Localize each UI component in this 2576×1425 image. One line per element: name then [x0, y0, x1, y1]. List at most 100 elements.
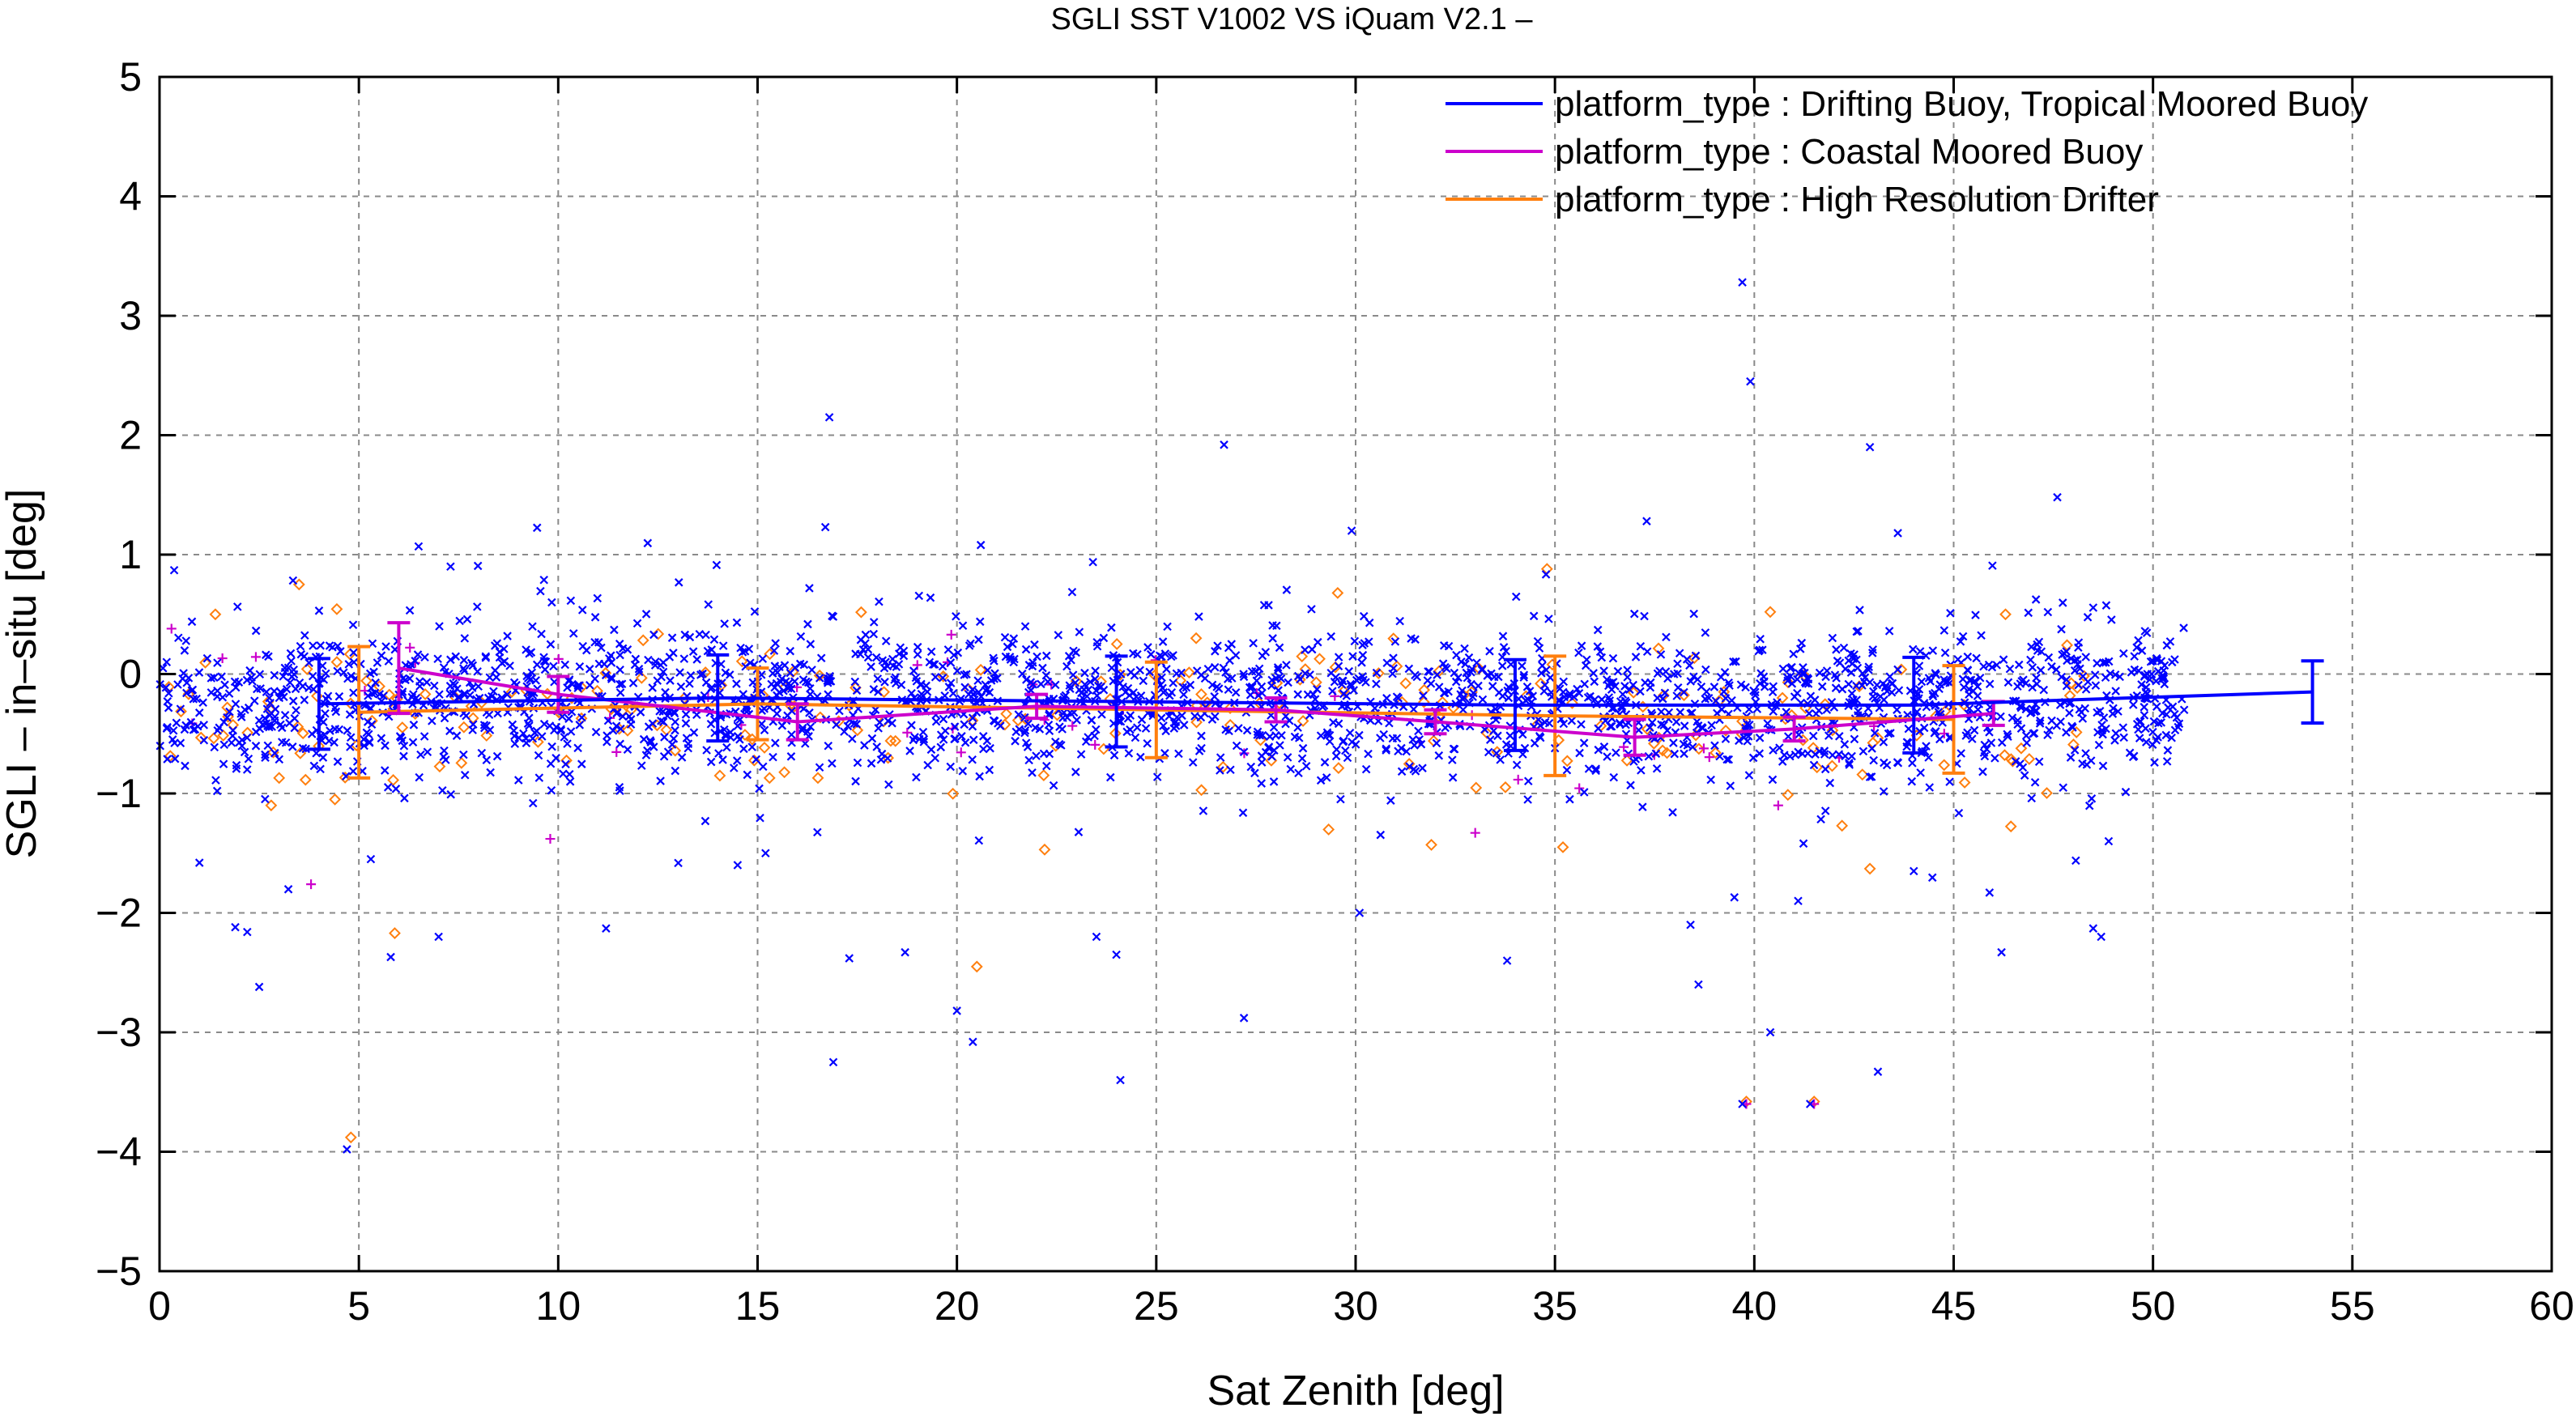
- data-point: [759, 762, 768, 772]
- data-point: [1958, 674, 1968, 683]
- data-point: [594, 638, 603, 647]
- data-point: [296, 641, 305, 651]
- outlier-point: [2053, 492, 2062, 502]
- data-point: [1789, 649, 1798, 659]
- data-point: [2137, 680, 2146, 689]
- data-point: [1574, 648, 1583, 657]
- data-point: [453, 684, 462, 694]
- data-point: [178, 674, 187, 683]
- error-bar: [786, 702, 809, 742]
- data-point: [1523, 795, 1532, 804]
- data-point: [1055, 722, 1064, 731]
- data-point: [775, 662, 784, 671]
- data-point: [2174, 719, 2184, 729]
- data-point: [1544, 718, 1554, 728]
- data-point: [1535, 721, 1545, 730]
- data-point: [270, 687, 279, 695]
- data-point: [663, 747, 673, 756]
- data-point: [1680, 749, 1688, 759]
- data-point: [816, 653, 826, 663]
- data-point: [1188, 758, 1198, 767]
- data-point: [468, 725, 477, 734]
- data-point: [916, 680, 926, 690]
- data-point: [433, 760, 446, 773]
- data-point: [730, 764, 739, 772]
- data-point: [1334, 719, 1343, 729]
- data-point: [1769, 746, 1778, 755]
- data-point: [1760, 677, 1769, 686]
- data-point: [1054, 739, 1064, 749]
- data-point: [1529, 611, 1539, 621]
- data-point: [852, 720, 862, 729]
- data-point: [1316, 776, 1326, 785]
- data-point: [1835, 732, 1844, 741]
- data-point: [220, 680, 229, 690]
- outlier-point: [194, 858, 204, 867]
- data-point: [1107, 623, 1116, 632]
- data-point: [747, 742, 757, 751]
- data-point: [1077, 688, 1086, 698]
- x-tick-label: 60: [2529, 1283, 2574, 1329]
- data-point: [381, 741, 390, 751]
- data-point: [1524, 776, 1533, 786]
- data-point: [960, 683, 969, 692]
- data-point: [1159, 687, 1169, 697]
- y-tick-label: 4: [119, 174, 142, 219]
- data-point: [175, 705, 187, 718]
- data-point: [2034, 757, 2044, 767]
- data-point: [1042, 651, 1051, 661]
- data-point: [1744, 704, 1754, 714]
- data-point: [2142, 628, 2152, 637]
- data-point: [1590, 677, 1599, 687]
- data-point: [1434, 683, 1444, 691]
- data-point: [1051, 680, 1060, 690]
- data-point: [656, 776, 665, 785]
- data-point: [1254, 670, 1263, 678]
- data-point: [1325, 737, 1335, 747]
- data-point: [889, 734, 902, 747]
- data-point: [1011, 714, 1024, 727]
- data-point: [2028, 663, 2037, 672]
- data-point: [1068, 670, 1078, 679]
- data-point: [308, 671, 317, 681]
- data-point: [1941, 678, 1950, 687]
- data-point: [207, 732, 220, 745]
- data-point: [671, 725, 679, 735]
- data-point: [2033, 646, 2042, 655]
- data-point: [296, 649, 306, 659]
- y-tick-label: 1: [119, 532, 142, 577]
- data-point: [1410, 741, 1419, 750]
- data-point: [1014, 710, 1024, 719]
- data-point: [1339, 689, 1348, 699]
- data-point: [1533, 636, 1543, 646]
- data-point: [575, 681, 584, 690]
- data-point: [2062, 647, 2071, 656]
- data-point: [871, 705, 880, 714]
- legend: platform_type : Drifting Buoy, Tropical …: [1446, 84, 2368, 219]
- data-point: [199, 721, 209, 730]
- data-point: [219, 759, 228, 768]
- data-point: [1322, 823, 1335, 836]
- data-point: [974, 687, 983, 697]
- data-point: [1756, 678, 1765, 688]
- data-point: [981, 680, 990, 689]
- data-point: [1909, 644, 1918, 654]
- data-point: [560, 733, 569, 742]
- data-point: [1688, 708, 1697, 717]
- data-point: [1721, 734, 1731, 743]
- data-point: [1697, 723, 1706, 732]
- data-point: [1028, 680, 1037, 689]
- data-point: [1845, 759, 1854, 768]
- data-point: [679, 654, 689, 663]
- data-point: [990, 657, 998, 666]
- data-point: [1721, 694, 1731, 703]
- data-point: [363, 717, 373, 726]
- data-point: [1334, 653, 1343, 661]
- data-point: [1865, 772, 1875, 781]
- data-point: [316, 764, 325, 774]
- data-point: [950, 722, 960, 731]
- data-point: [1821, 672, 1830, 682]
- y-tick-label: 3: [119, 293, 142, 338]
- data-point: [1296, 674, 1305, 684]
- data-point: [1307, 644, 1317, 654]
